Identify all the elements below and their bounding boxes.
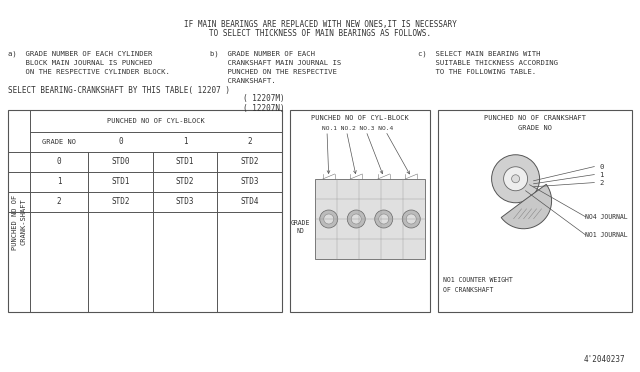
- Circle shape: [348, 210, 365, 228]
- Text: TO SELECT THICKNESS OF MAIN BEARINGS AS FOLLOWS.: TO SELECT THICKNESS OF MAIN BEARINGS AS …: [209, 29, 431, 38]
- Circle shape: [351, 214, 361, 224]
- Text: 2: 2: [57, 198, 61, 206]
- Circle shape: [375, 210, 393, 228]
- Text: SELECT BEARING-CRANKSHAFT BY THIS TABLE( 12207 ): SELECT BEARING-CRANKSHAFT BY THIS TABLE(…: [8, 86, 230, 94]
- Text: ( 12207M): ( 12207M): [243, 94, 285, 103]
- Bar: [438, 110, 632, 312]
- Text: ON THE RESPECTIVE CYLINDER BLOCK.: ON THE RESPECTIVE CYLINDER BLOCK.: [8, 69, 170, 75]
- Text: STD3: STD3: [176, 198, 195, 206]
- Text: STD1: STD1: [111, 177, 129, 186]
- Text: PUNCHED NO OF CYL-BLOCK: PUNCHED NO OF CYL-BLOCK: [311, 115, 409, 121]
- Text: PUNCHED NO OF CYL-BLOCK: PUNCHED NO OF CYL-BLOCK: [107, 118, 205, 124]
- Text: BLOCK MAIN JOURNAL IS PUNCHED: BLOCK MAIN JOURNAL IS PUNCHED: [8, 60, 152, 66]
- Circle shape: [403, 210, 420, 228]
- Circle shape: [406, 214, 416, 224]
- Text: NO.1 NO.2 NO.3 NO.4: NO.1 NO.2 NO.3 NO.4: [322, 125, 393, 131]
- Text: PUNCHED ON THE RESPECTIVE: PUNCHED ON THE RESPECTIVE: [210, 69, 337, 75]
- Circle shape: [504, 167, 527, 191]
- Text: ( 12207N): ( 12207N): [243, 103, 285, 112]
- Text: 0: 0: [57, 157, 61, 167]
- Text: STD2: STD2: [241, 157, 259, 167]
- Text: 2: 2: [599, 180, 604, 186]
- Text: IF MAIN BEARINGS ARE REPLACED WITH NEW ONES,IT IS NECESSARY: IF MAIN BEARINGS ARE REPLACED WITH NEW O…: [184, 19, 456, 29]
- Text: c)  SELECT MAIN BEARING WITH: c) SELECT MAIN BEARING WITH: [418, 51, 541, 57]
- Text: 2: 2: [247, 138, 252, 147]
- Bar: [315, 179, 425, 259]
- Text: 0: 0: [118, 138, 123, 147]
- Text: STD2: STD2: [176, 177, 195, 186]
- Circle shape: [379, 214, 388, 224]
- Circle shape: [492, 155, 540, 203]
- Text: STD3: STD3: [241, 177, 259, 186]
- Text: 4'2040237: 4'2040237: [584, 356, 625, 365]
- Text: STD1: STD1: [176, 157, 195, 167]
- Text: STD0: STD0: [111, 157, 129, 167]
- Text: 1: 1: [182, 138, 188, 147]
- Circle shape: [320, 210, 338, 228]
- Text: a)  GRADE NUMBER OF EACH CYLINDER: a) GRADE NUMBER OF EACH CYLINDER: [8, 51, 152, 57]
- Circle shape: [511, 175, 520, 183]
- Text: GRADE
NO: GRADE NO: [291, 220, 310, 234]
- Text: OF CRANKSHAFT: OF CRANKSHAFT: [443, 287, 493, 293]
- Text: 1: 1: [599, 171, 604, 177]
- Circle shape: [324, 214, 333, 224]
- Text: CRANKSHAFT MAIN JOURNAL IS: CRANKSHAFT MAIN JOURNAL IS: [210, 60, 341, 66]
- Text: GRADE NO: GRADE NO: [518, 125, 552, 131]
- Text: NO4 JOURNAL: NO4 JOURNAL: [586, 214, 628, 220]
- Text: STD4: STD4: [241, 198, 259, 206]
- Text: PUNCHED NO OF CRANKSHAFT: PUNCHED NO OF CRANKSHAFT: [484, 115, 586, 121]
- Text: NO1 COUNTER WEIGHT: NO1 COUNTER WEIGHT: [443, 277, 513, 283]
- Bar: [290, 110, 430, 312]
- Text: b)  GRADE NUMBER OF EACH: b) GRADE NUMBER OF EACH: [210, 51, 315, 57]
- Text: 0: 0: [599, 164, 604, 170]
- Text: PUNCHED NO OF
CRANK-SHAFT: PUNCHED NO OF CRANK-SHAFT: [12, 195, 26, 250]
- Text: 1: 1: [57, 177, 61, 186]
- Text: GRADE NO: GRADE NO: [42, 139, 76, 145]
- Text: NO1 JOURNAL: NO1 JOURNAL: [586, 232, 628, 238]
- Text: SUITABLE THICKNESS ACCORDING: SUITABLE THICKNESS ACCORDING: [418, 60, 558, 66]
- Text: TO THE FOLLOWING TABLE.: TO THE FOLLOWING TABLE.: [418, 69, 536, 75]
- Text: STD2: STD2: [111, 198, 129, 206]
- Text: CRANKSHAFT.: CRANKSHAFT.: [210, 78, 276, 84]
- Bar: [8, 110, 282, 312]
- Polygon shape: [501, 184, 552, 229]
